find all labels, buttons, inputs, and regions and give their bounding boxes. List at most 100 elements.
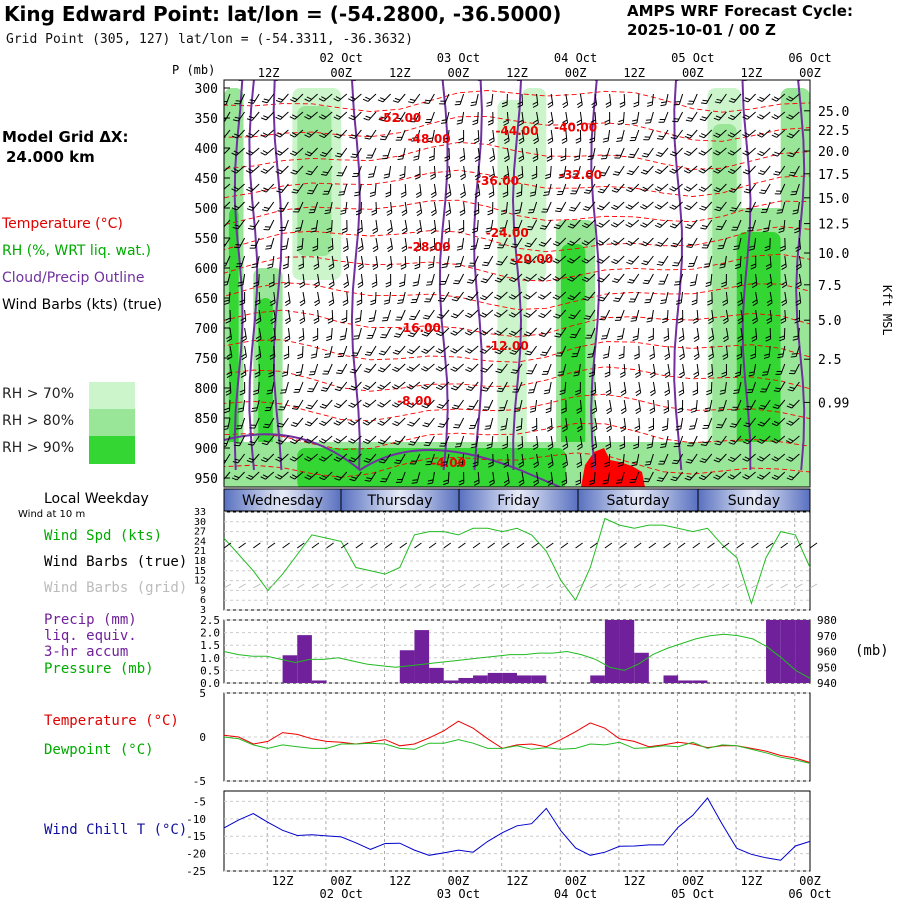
wind-barb-flag [504, 482, 510, 487]
wind-barb-flag [232, 460, 239, 464]
wind-barb-flag [423, 366, 429, 370]
wind-barb-flag [658, 261, 664, 264]
wind-barb-flag [731, 207, 737, 210]
wind-barb-flag [249, 225, 256, 228]
wind-barb-flag [399, 173, 405, 177]
wind-barb-flag [354, 320, 361, 323]
wind-barb-flag [408, 101, 414, 104]
wind-barb [518, 147, 525, 163]
wind-barb [599, 165, 611, 177]
wind-barb [349, 363, 362, 374]
wind-barb-flag [546, 155, 552, 159]
wind-barb-flag [479, 297, 486, 301]
wind-barb-staff [239, 435, 246, 446]
wind-barb [354, 309, 362, 323]
wind-barb-flag [295, 227, 302, 229]
wind-barb-staff [399, 453, 406, 464]
wind-barb-staff [587, 201, 596, 211]
wind-barb-flag [533, 122, 539, 127]
wind-barb-flag [676, 299, 682, 302]
legend-rh90-swatch [89, 436, 135, 464]
wind-barb-flag [338, 353, 345, 355]
wind-barb-flag [665, 374, 671, 379]
wind-barb-flag [479, 314, 485, 318]
wind-barb-flag [552, 260, 558, 264]
time-tick-bottom: 00Z [448, 874, 470, 888]
wind-barb-staff [413, 309, 421, 320]
wind-barb-flag [547, 482, 553, 486]
wind-barb-staff [586, 219, 596, 228]
cloud-outline [673, 80, 683, 471]
wind-barb-staff [521, 165, 524, 178]
wind-barb-flag [531, 425, 537, 429]
wind-barb-flag [304, 153, 311, 157]
wind-barb [772, 147, 786, 157]
wind-barb [224, 93, 231, 106]
wind-barb-flag [451, 407, 458, 410]
wind-barb-flag [527, 226, 533, 228]
wind-barb-flag [313, 266, 320, 270]
wind-barb-flag [517, 446, 523, 450]
wind-barb-flag [474, 173, 480, 178]
wind-barb-staff [637, 327, 640, 339]
wind-barb [410, 291, 421, 304]
wind-barb [466, 273, 479, 284]
wind-barb-flag [746, 405, 752, 408]
wind-barb [305, 165, 318, 176]
wind-barb-flag [277, 474, 283, 478]
wind-barb [555, 345, 567, 357]
wind-barb-flag [297, 245, 303, 249]
wind-barb-flag [644, 301, 650, 304]
surface-wind-barb [223, 542, 232, 549]
wind-barb [401, 219, 408, 235]
wind-barb-flag [654, 224, 661, 229]
wind-barb [795, 273, 802, 289]
wind-barb [792, 201, 800, 215]
wind-barb-staff [477, 111, 479, 124]
wind-barb-flag [400, 191, 406, 195]
wind-barb-flag [516, 425, 522, 429]
wind-barb-flag [788, 475, 795, 479]
wind-barb-staff [273, 327, 277, 339]
wind-barb-flag [224, 265, 226, 267]
wind-barb-flag [610, 224, 617, 228]
precip-bar [429, 667, 444, 683]
wind-barb [517, 93, 524, 108]
grid-wind-barb [326, 583, 334, 589]
wind-barb-flag [635, 392, 641, 397]
wind-barb-flag [635, 410, 641, 415]
wind-barb-flag [759, 114, 765, 118]
wind-barb-staff [675, 129, 684, 140]
wind-barb [663, 327, 670, 342]
wind-barb-flag [582, 298, 588, 301]
kft-axis-label: Kft MSL [880, 285, 894, 336]
wind-barb-staff [542, 291, 552, 300]
wind-barb-staff [618, 291, 625, 302]
wind-barb [588, 471, 596, 486]
wind-barb-flag [589, 371, 595, 375]
wind-barb-flag [410, 301, 417, 304]
wind-barb-flag [425, 441, 431, 444]
wind-barb-flag [268, 281, 275, 285]
wind-barb [439, 273, 450, 285]
wind-barb-flag [386, 209, 392, 213]
wind-barb-staff [397, 435, 406, 445]
wind-barb-staff [327, 183, 333, 195]
wind-barb-staff [586, 237, 596, 246]
wind-barb-flag [236, 263, 243, 265]
grid-wind-barb [795, 583, 803, 589]
wind-barb [616, 327, 625, 341]
wind-barb [713, 165, 727, 174]
wind-barb-flag [246, 188, 252, 193]
wind-barb [395, 129, 406, 141]
wind-barb-flag [335, 96, 341, 100]
wind-barb [684, 129, 698, 139]
wind-barb [298, 255, 305, 270]
wind-barb-staff [649, 111, 654, 123]
wind-barb [567, 219, 581, 229]
grid-wind-barb [780, 583, 788, 589]
wind-barb-flag [601, 338, 607, 340]
wind-barb-flag [487, 212, 493, 216]
wind-barb-staff [331, 237, 334, 250]
wind-barb-staff [761, 453, 771, 462]
